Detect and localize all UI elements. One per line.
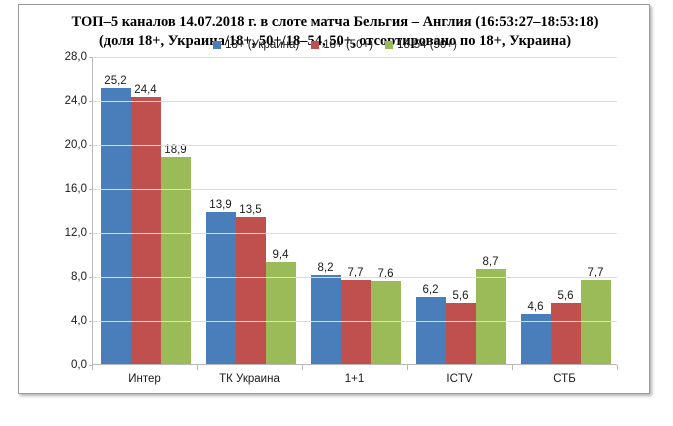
- y-axis-tick-mark: [89, 145, 93, 146]
- bar-value-label: 7,7: [347, 267, 364, 280]
- bar-value-label: 8,2: [317, 261, 334, 274]
- bar-value-label: 25,2: [104, 74, 127, 87]
- y-axis-tick-mark: [89, 57, 93, 58]
- bar[interactable]: [370, 281, 401, 365]
- bar-group: 4,6 5,6 7,7: [520, 57, 611, 365]
- y-axis-tick-label: 8,0: [71, 271, 87, 283]
- y-axis-tick-mark: [89, 233, 93, 234]
- bar-group: 25,2 24,4 18,9: [100, 57, 191, 365]
- x-axis-category-label: ТК Украина: [219, 373, 280, 385]
- bar-value-label: 4,6: [527, 301, 544, 314]
- y-axis-tick-mark: [89, 277, 93, 278]
- bar-group: 13,9 13,5 9,4: [205, 57, 296, 365]
- bar-value-label: 7,6: [377, 268, 394, 281]
- bar-value-label: 13,9: [209, 199, 232, 212]
- bar[interactable]: [580, 280, 611, 365]
- bar[interactable]: [265, 261, 296, 365]
- y-axis-tick-label: 16,0: [64, 183, 87, 195]
- gridline: [93, 189, 617, 190]
- x-axis-category-label: 1+1: [344, 373, 365, 385]
- bar[interactable]: [445, 303, 476, 365]
- bar-value-label: 8,7: [482, 256, 499, 269]
- x-axis-category-label: СТБ: [553, 373, 576, 385]
- axis-baseline: [93, 364, 617, 365]
- y-axis-tick-label: 12,0: [64, 227, 87, 239]
- bar[interactable]: [310, 274, 341, 365]
- bar-value-label: 5,6: [452, 290, 469, 303]
- gridline: [93, 57, 617, 58]
- bar[interactable]: [100, 87, 131, 365]
- bar-value-label: 7,7: [587, 267, 604, 280]
- bar-group: 8,2 7,7 7,6: [310, 57, 401, 365]
- bar[interactable]: [550, 303, 581, 365]
- y-axis-tick-mark: [89, 321, 93, 322]
- y-axis-tick-label: 0,0: [71, 359, 87, 371]
- bar-value-label: 18,9: [164, 144, 187, 157]
- gridline: [93, 321, 617, 322]
- plot-wrapper: 0,0 4,0 8,0 12,0 16,0 20,0 24,0 28,0 25,2 24,4 18…: [55, 51, 618, 387]
- bar-layer: 25,2 24,4 18,9 13,9 13,5 9,4 8,2 7,7 7,6 6,2 5,6 8,…: [93, 57, 617, 365]
- y-axis-tick-label: 4,0: [71, 315, 87, 327]
- bar-value-label: 13,5: [239, 203, 262, 216]
- x-axis-tick-mark: [617, 365, 618, 370]
- bar[interactable]: [520, 314, 551, 365]
- y-axis-tick-label: 28,0: [64, 51, 87, 63]
- bar[interactable]: [340, 280, 371, 365]
- chart-title-line-2: (доля 18+, Украина/18+, 50+/18–54, 50+, …: [98, 33, 572, 49]
- gridline: [93, 145, 617, 146]
- y-axis-tick-mark: [89, 365, 93, 366]
- plot-area: 25,2 24,4 18,9 13,9 13,5 9,4 8,2 7,7 7,6 6,2 5,6 8,…: [89, 57, 617, 366]
- bar[interactable]: [160, 157, 191, 365]
- x-axis-tick-mark: [302, 365, 303, 370]
- x-axis-category-label: Интер: [128, 373, 161, 385]
- bar[interactable]: [205, 212, 236, 365]
- gridline: [93, 101, 617, 102]
- x-axis: Интер ТК Украина 1+1 ICTV СТБ: [92, 365, 618, 387]
- bar[interactable]: [415, 296, 446, 365]
- x-axis-tick-mark: [197, 365, 198, 370]
- chart-title: ТОП–5 каналов 14.07.2018 г. в слоте матч…: [19, 13, 651, 51]
- chart-title-line-1: ТОП–5 каналов 14.07.2018 г. в слоте матч…: [71, 14, 599, 30]
- y-axis-tick-label: 24,0: [64, 95, 87, 107]
- bar[interactable]: [235, 216, 266, 365]
- chart-card: ТОП–5 каналов 14.07.2018 г. в слоте матч…: [18, 4, 650, 394]
- bar-value-label: 5,6: [557, 290, 574, 303]
- bar[interactable]: [130, 96, 161, 365]
- x-axis-tick-mark: [512, 365, 513, 370]
- y-axis-tick-mark: [89, 101, 93, 102]
- bar[interactable]: [475, 269, 506, 365]
- bar-value-label: 9,4: [272, 248, 289, 261]
- bar-group: 6,2 5,6 8,7: [415, 57, 506, 365]
- gridline: [93, 233, 617, 234]
- x-axis-tick-mark: [92, 365, 93, 370]
- x-axis-tick-mark: [407, 365, 408, 370]
- y-axis-tick-mark: [89, 189, 93, 190]
- x-axis-category-label: ICTV: [446, 373, 473, 385]
- y-axis-tick-label: 20,0: [64, 139, 87, 151]
- y-axis: 0,0 4,0 8,0 12,0 16,0 20,0 24,0 28,0: [55, 51, 87, 371]
- bar-value-label: 6,2: [422, 283, 439, 296]
- gridline: [93, 277, 617, 278]
- bar-value-label: 24,4: [134, 83, 157, 96]
